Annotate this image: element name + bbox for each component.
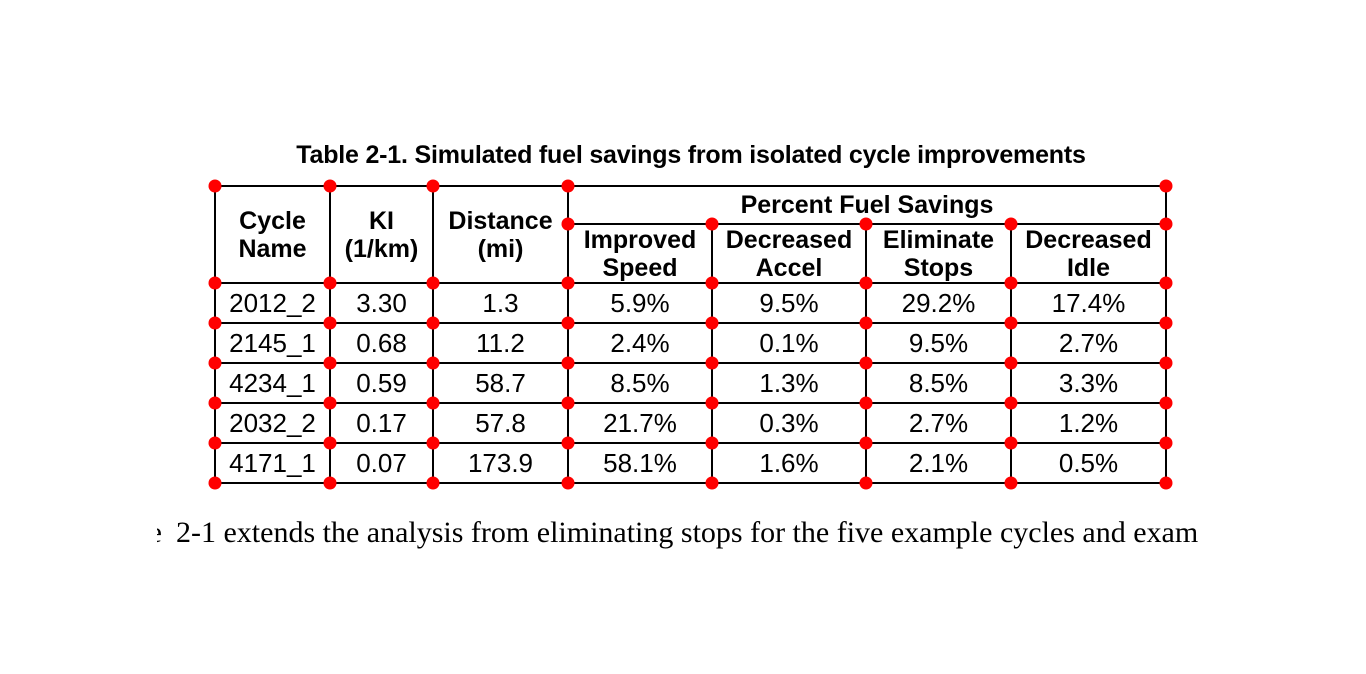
table-grid-line: [432, 185, 434, 484]
column-header-improved-speed: Improved Speed: [583, 225, 697, 282]
cell-eliminate-stops: 29.2%: [901, 287, 976, 318]
cell-ki: 0.68: [356, 327, 407, 358]
cell-cycle-name: 2145_1: [229, 327, 316, 358]
cell-cycle-name: 4171_1: [229, 447, 316, 478]
table-grid-line: [214, 282, 1168, 284]
cell-cycle-name: 2032_2: [229, 407, 316, 438]
cell-improved-speed: 58.1%: [603, 447, 677, 478]
cell-distance: 58.7: [475, 367, 526, 398]
cell-distance: 173.9: [467, 447, 534, 478]
cell-eliminate-stops: 8.5%: [908, 367, 969, 398]
cell-eliminate-stops: 9.5%: [908, 327, 969, 358]
cell-decreased-accel: 1.3%: [759, 367, 819, 398]
table-grid-line: [214, 322, 1168, 324]
column-header-distance: Distance (mi): [448, 206, 553, 263]
column-header-ki: KI (1/km): [344, 206, 419, 263]
cell-improved-speed: 21.7%: [603, 407, 677, 438]
cell-cycle-name: 4234_1: [229, 367, 316, 398]
table-title: Table 2-1. Simulated fuel savings from i…: [296, 141, 1086, 169]
table-grid-line: [329, 185, 331, 484]
cell-ki: 0.59: [356, 367, 407, 398]
table-grid-line: [214, 185, 216, 484]
cell-decreased-idle: 17.4%: [1051, 287, 1126, 318]
column-header-decreased-idle: Decreased Idle: [1025, 225, 1152, 282]
column-header-decreased-accel: Decreased Accel: [725, 225, 853, 282]
table-grid-line: [214, 362, 1168, 364]
table-grid-line: [1165, 185, 1167, 484]
cell-eliminate-stops: 2.1%: [908, 447, 969, 478]
cell-ki: 0.07: [356, 447, 407, 478]
cell-eliminate-stops: 2.7%: [908, 407, 969, 438]
cell-improved-speed: 5.9%: [610, 287, 670, 318]
cell-decreased-idle: 2.7%: [1058, 327, 1119, 358]
cell-decreased-idle: 0.5%: [1058, 447, 1119, 478]
cell-decreased-accel: 0.3%: [759, 407, 819, 438]
text-fragment: e: [157, 512, 162, 554]
cell-decreased-idle: 1.2%: [1058, 407, 1119, 438]
table-grid-line: [214, 402, 1168, 404]
table-grid-line: [214, 185, 1168, 187]
clipped-character: e: [157, 512, 162, 554]
cell-decreased-idle: 3.3%: [1058, 367, 1119, 398]
column-header-eliminate-stops: Eliminate Stops: [882, 225, 995, 282]
group-header-percent-fuel-savings: Percent Fuel Savings: [740, 191, 994, 219]
table-grid-line: [214, 482, 1168, 484]
cell-improved-speed: 8.5%: [610, 367, 670, 398]
body-text: 2-1 extends the analysis from eliminatin…: [176, 516, 1199, 549]
table-grid-line: [1010, 223, 1012, 484]
table-grid-line: [865, 223, 867, 484]
cell-ki: 3.30: [356, 287, 407, 318]
cell-improved-speed: 2.4%: [610, 327, 670, 358]
fuel-savings-table: Cycle Name KI (1/km) Distance (mi) Perce…: [214, 185, 1168, 485]
cell-cycle-name: 2012_2: [229, 287, 316, 318]
cell-decreased-accel: 0.1%: [759, 327, 819, 358]
cell-eliminate-stops0: 1.6%: [759, 447, 819, 478]
cell-distance: 11.2: [476, 327, 525, 358]
cell-ki: 0.17: [356, 407, 407, 438]
cell-distance: 57.8: [475, 407, 526, 438]
table-grid-line: [567, 185, 569, 484]
table-grid-line: [214, 442, 1168, 444]
table-grid-line: [711, 223, 713, 484]
cell-distance: 1.3: [482, 287, 519, 318]
column-header-cycle-name: Cycle Name: [238, 206, 307, 263]
cell-decreased-accel: 9.5%: [759, 287, 819, 318]
